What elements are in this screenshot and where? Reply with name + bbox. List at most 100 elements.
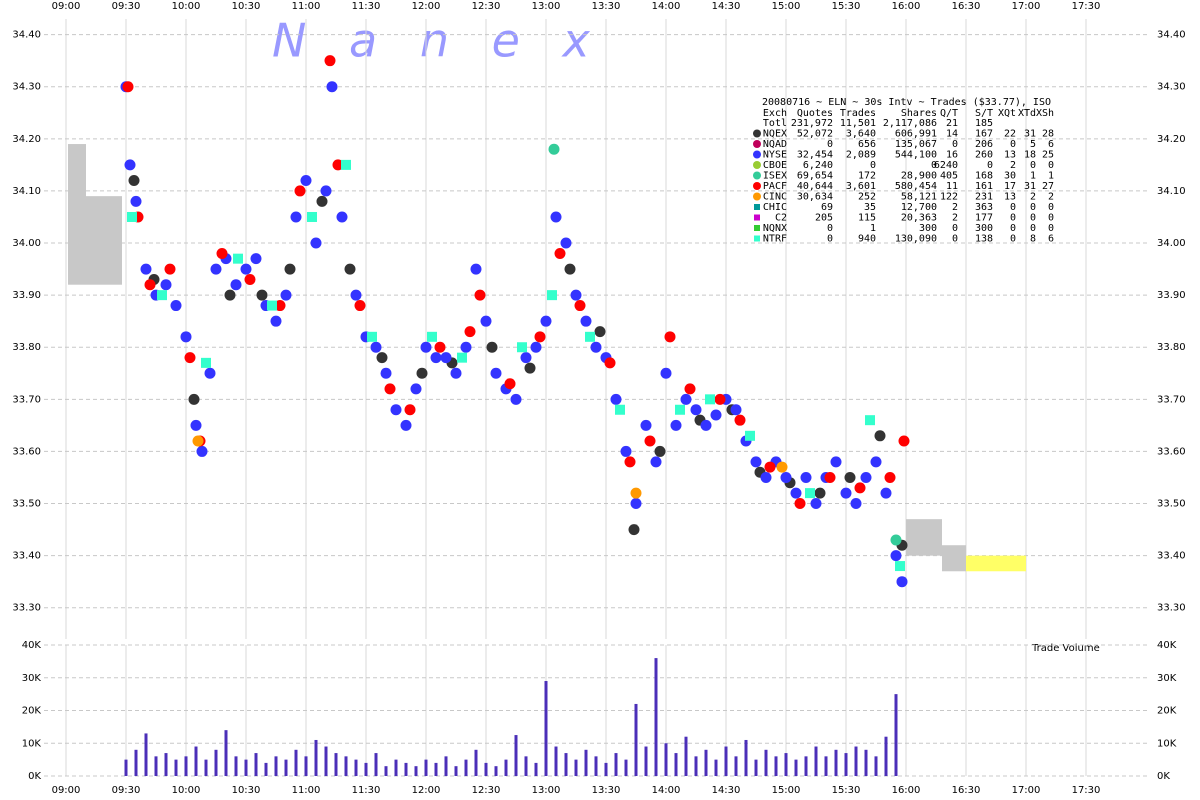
y-tick-label-right: 33.80 — [1157, 342, 1186, 353]
legend-label: ISEX — [763, 171, 787, 182]
trade-point — [430, 352, 442, 364]
trade-point — [184, 352, 196, 364]
y-tick-label: 34.40 — [12, 30, 41, 41]
y-tick-label-right: 34.30 — [1157, 82, 1186, 93]
trade-point — [332, 159, 344, 171]
table-cell: 0 — [1010, 202, 1016, 213]
volume-bar — [784, 753, 788, 776]
legend-marker — [753, 171, 761, 180]
trade-point — [190, 419, 202, 431]
table-cell: 6,240 — [803, 160, 833, 171]
trade-point — [585, 331, 595, 342]
trade-point — [450, 367, 462, 379]
trade-point — [604, 357, 616, 369]
trade-point — [664, 331, 676, 343]
trade-point — [824, 471, 836, 483]
table-header: XTd — [1018, 108, 1036, 119]
trade-point — [294, 185, 306, 197]
table-cell: 13 — [1004, 150, 1016, 161]
legend-label: NQEX — [763, 129, 787, 140]
x-tick-label: 09:00 — [52, 1, 81, 12]
volume-bar — [234, 756, 238, 776]
table-cell: 17 — [1004, 181, 1016, 192]
y-tick-label-right: 33.70 — [1157, 394, 1186, 405]
trade-point — [320, 185, 332, 197]
trade-point — [840, 487, 852, 499]
table-cell: 544,100 — [895, 150, 937, 161]
y-tick-label-right: 10K — [1157, 738, 1177, 749]
y-tick-label: 0K — [28, 771, 41, 782]
trade-point — [898, 435, 910, 447]
trade-point — [624, 456, 636, 468]
x-tick-label: 14:30 — [712, 1, 741, 12]
table-header: Quotes — [797, 108, 833, 119]
table-cell: 300 — [975, 223, 993, 234]
y-tick-label-right: 40K — [1157, 640, 1177, 651]
trade-point — [376, 352, 388, 364]
trade-point — [524, 362, 536, 374]
volume-bar — [574, 759, 578, 776]
quote-band — [966, 555, 1026, 572]
trade-point — [140, 263, 152, 275]
volume-bar — [734, 756, 738, 776]
table-cell: 0 — [1048, 223, 1054, 234]
table-cell: 69 — [821, 202, 833, 213]
x-tick-label: 09:30 — [112, 1, 141, 12]
trade-point — [370, 341, 382, 353]
quote-band — [86, 196, 122, 285]
table-cell: 30,634 — [797, 192, 833, 203]
trade-point — [628, 524, 640, 536]
trade-point — [854, 482, 866, 494]
volume-bar — [704, 749, 708, 776]
trade-point — [630, 498, 642, 510]
volume-bar — [244, 759, 248, 776]
trade-point — [216, 247, 228, 259]
table-cell: 0 — [827, 223, 833, 234]
volume-bar — [854, 746, 858, 776]
x-tick-label: 16:30 — [952, 785, 981, 796]
quote-band — [942, 545, 966, 572]
volume-bar — [214, 749, 218, 776]
trade-point — [192, 435, 204, 447]
trade-point — [540, 315, 552, 327]
table-cell: 31 — [1024, 181, 1036, 192]
y-tick-label: 33.30 — [12, 603, 41, 614]
table-cell: 122 — [940, 192, 958, 203]
table-cell: 138 — [975, 234, 993, 245]
trade-point — [705, 394, 715, 405]
y-tick-label-right: 34.20 — [1157, 134, 1186, 145]
table-cell: 0 — [1010, 223, 1016, 234]
table-cell: 205 — [815, 213, 833, 224]
trade-point — [490, 367, 502, 379]
trade-point — [354, 300, 366, 312]
volume-bar — [314, 739, 318, 776]
volume-bar — [194, 746, 198, 776]
trade-point — [290, 211, 302, 223]
trade-point — [404, 404, 416, 416]
volume-bar — [644, 746, 648, 776]
table-header: Q/T — [940, 108, 958, 119]
legend-label: PACF — [763, 181, 787, 192]
trade-point — [124, 159, 136, 171]
y-tick-label: 33.90 — [12, 290, 41, 301]
trade-point — [420, 341, 432, 353]
trade-point — [620, 445, 632, 457]
trade-point — [307, 211, 317, 222]
trade-point — [210, 263, 222, 275]
table-cell: 172 — [858, 171, 876, 182]
table-cell: 177 — [975, 213, 993, 224]
volume-bar — [754, 759, 758, 776]
volume-label: Trade Volume — [1031, 643, 1100, 654]
volume-bar — [264, 762, 268, 776]
trade-point — [390, 404, 402, 416]
trade-point — [128, 175, 140, 187]
table-cell: 0 — [952, 234, 958, 245]
table-cell: 2 — [1030, 192, 1036, 203]
table-cell: 52,072 — [797, 129, 833, 140]
volume-bar — [544, 681, 548, 776]
table-cell: 185 — [975, 118, 993, 129]
table-cell: 0 — [870, 160, 876, 171]
trade-point — [630, 487, 642, 499]
table-cell: 25 — [1042, 150, 1054, 161]
table-cell: 0 — [1048, 160, 1054, 171]
